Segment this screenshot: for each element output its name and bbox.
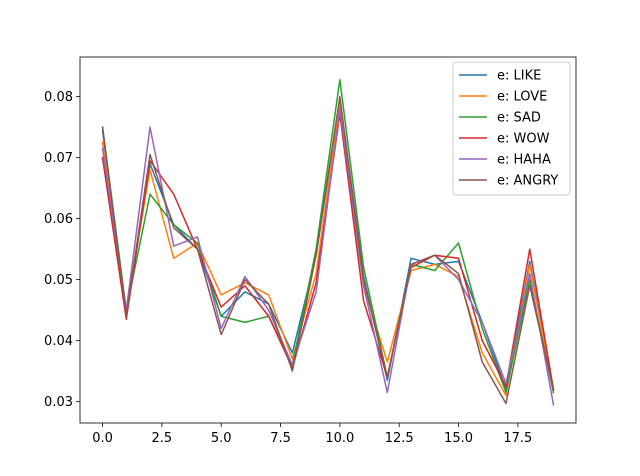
x-tick-label: 5.0 <box>211 431 232 446</box>
x-tick-label: 2.5 <box>152 431 173 446</box>
legend-label: e: LOVE <box>497 90 547 105</box>
y-tick-label: 0.08 <box>44 90 73 105</box>
series-line-6 <box>101 95 555 405</box>
x-tick-label: 17.5 <box>503 431 532 446</box>
y-tick-label: 0.07 <box>44 151 73 166</box>
legend-label: e: HAHA <box>497 153 551 168</box>
x-tick-label: 10.0 <box>325 431 354 446</box>
legend: e: LIKE e: LOVE e: SAD e: WOW e: HAHA e: ANGR… <box>452 61 571 196</box>
series-line-5 <box>101 108 555 406</box>
y-tick-label: 0.04 <box>44 334 73 349</box>
legend-label: e: ANGRY <box>497 174 558 189</box>
legend-label: e: WOW <box>497 132 550 147</box>
plot-frame <box>79 56 577 424</box>
legend-label: e: LIKE <box>497 69 541 84</box>
series-line-2 <box>101 102 555 397</box>
x-tick-label: 12.5 <box>385 431 414 446</box>
y-tick-label: 0.05 <box>44 273 73 288</box>
x-tick-label: 0.0 <box>92 431 113 446</box>
y-tick-label: 0.03 <box>44 395 73 410</box>
x-tick-label: 7.5 <box>270 431 291 446</box>
y-tick-label: 0.06 <box>44 212 73 227</box>
axes-layer: 0.0 2.5 5.0 7.5 10.0 12.5 15.0 17.5 0.03 0.04 0.05… <box>44 56 577 446</box>
series-layer <box>101 78 555 406</box>
legend-label: e: SAD <box>497 111 541 126</box>
x-tick-label: 15.0 <box>444 431 473 446</box>
